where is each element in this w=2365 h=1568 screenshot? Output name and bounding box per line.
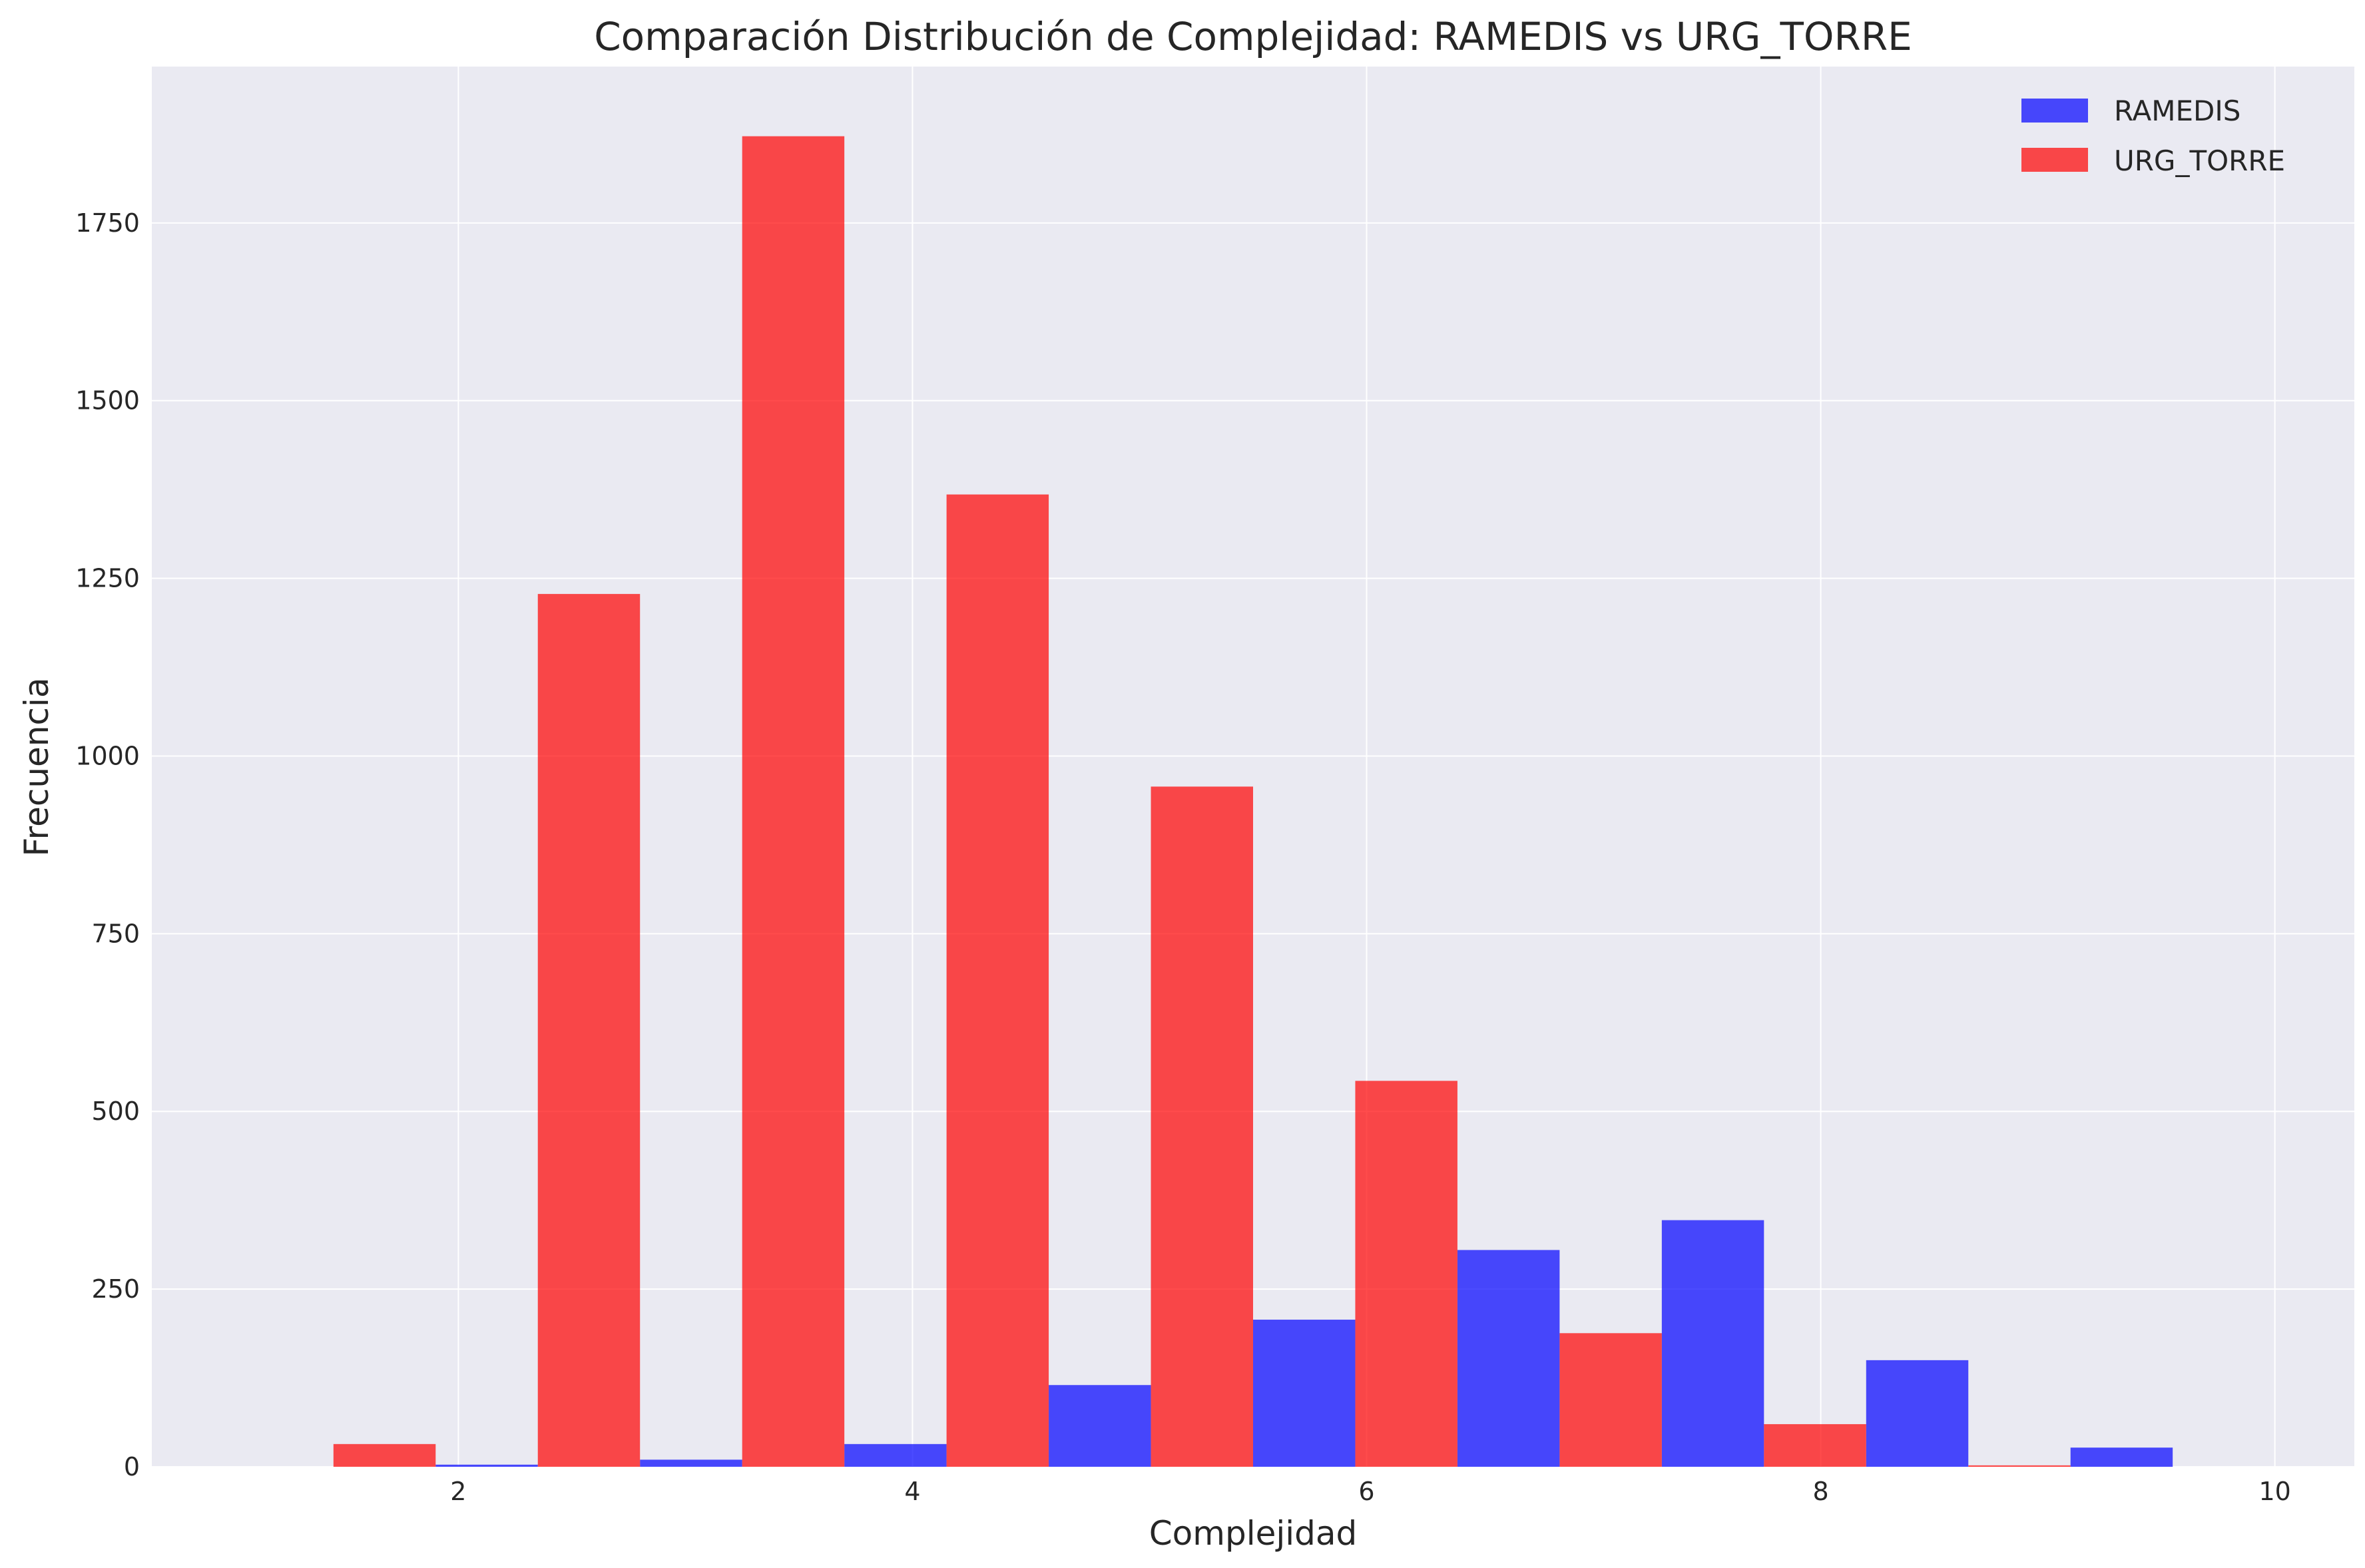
y-tick-label: 1500 bbox=[75, 386, 140, 415]
bar-urg-torre-6 bbox=[1559, 1333, 1662, 1467]
y-tick-labels: 0 250 500 750 1000 1250 1500 1750 bbox=[75, 208, 140, 1481]
y-tick-label: 750 bbox=[91, 919, 140, 948]
x-axis-label: Complejidad bbox=[1149, 1514, 1358, 1553]
legend-label-urg-torre: URG_TORRE bbox=[2114, 144, 2285, 177]
y-tick-label: 1250 bbox=[75, 564, 140, 593]
y-tick-label: 250 bbox=[91, 1274, 140, 1304]
bar-ramedis-5 bbox=[1253, 1320, 1356, 1467]
bar-urg-torre-2 bbox=[742, 136, 845, 1467]
bar-ramedis-2 bbox=[640, 1459, 742, 1467]
legend-label-ramedis: RAMEDIS bbox=[2114, 95, 2240, 127]
y-tick-label: 1000 bbox=[75, 741, 140, 770]
bar-urg-torre-5 bbox=[1355, 1081, 1457, 1467]
legend-swatch-ramedis bbox=[2021, 99, 2088, 123]
bar-ramedis-7 bbox=[1661, 1220, 1764, 1467]
bars bbox=[333, 136, 2173, 1467]
chart-title: Comparación Distribución de Complejidad:… bbox=[594, 14, 1912, 59]
grid-lines bbox=[152, 67, 2354, 1467]
x-tick-label: 4 bbox=[904, 1477, 920, 1506]
bar-urg-torre-1 bbox=[537, 594, 641, 1467]
x-tick-label: 2 bbox=[450, 1477, 466, 1506]
x-tick-label: 8 bbox=[1812, 1477, 1828, 1506]
y-tick-label: 1750 bbox=[75, 208, 140, 238]
bar-ramedis-3 bbox=[844, 1443, 947, 1467]
bar-ramedis-6 bbox=[1457, 1250, 1560, 1467]
bar-urg-torre-7 bbox=[1764, 1424, 1866, 1467]
y-axis-label: Frecuencia bbox=[17, 678, 56, 857]
legend: RAMEDIS URG_TORRE bbox=[2021, 95, 2285, 177]
y-tick-label: 0 bbox=[124, 1452, 140, 1481]
legend-swatch-urg-torre bbox=[2021, 148, 2088, 172]
bar-ramedis-1 bbox=[435, 1464, 538, 1467]
x-tick-label: 10 bbox=[2258, 1477, 2290, 1506]
bar-urg-torre-0 bbox=[333, 1443, 436, 1467]
bar-urg-torre-4 bbox=[1151, 786, 1253, 1467]
bar-urg-torre-3 bbox=[946, 494, 1049, 1467]
bar-ramedis-9 bbox=[2070, 1447, 2173, 1467]
bar-ramedis-4 bbox=[1049, 1385, 1151, 1467]
bar-ramedis-8 bbox=[1866, 1360, 1969, 1467]
x-tick-labels: 2 4 6 8 10 bbox=[450, 1477, 2291, 1506]
y-tick-label: 500 bbox=[91, 1097, 140, 1126]
x-tick-label: 6 bbox=[1358, 1477, 1374, 1506]
bar-urg-torre-8 bbox=[1968, 1465, 2071, 1467]
